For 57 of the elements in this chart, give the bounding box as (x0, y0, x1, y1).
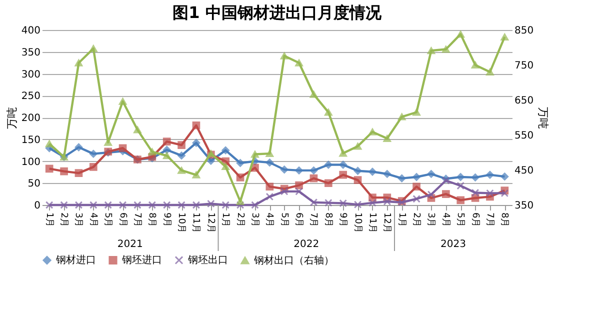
x-tick-label: 4月 (440, 212, 450, 228)
x-tick-label: 1月 (396, 212, 406, 228)
x-tick-label: 1月 (220, 212, 230, 228)
x-tick-label: 12月 (382, 212, 392, 233)
legend-label: 钢材出口（右轴） (253, 254, 334, 266)
y2-tick-label: 650 (514, 96, 534, 106)
legend-label: 钢材进口 (55, 254, 96, 266)
x-tick-label: 6月 (117, 212, 128, 228)
x-tick-label: 9月 (161, 212, 172, 228)
x-tick-label: 2月 (411, 212, 422, 228)
x-tick-label: 10月 (352, 212, 362, 233)
x-tick-label: 7月 (132, 212, 142, 228)
y2-tick-label: 350 (514, 200, 534, 212)
x-tick-label: 9月 (338, 212, 348, 228)
x-tick-label: 2月 (234, 212, 245, 228)
x-tick-label: 5月 (102, 212, 113, 228)
x-tick-label: 5月 (455, 212, 466, 228)
text: 2022 (294, 239, 320, 250)
x-tick-label: 8月 (499, 212, 510, 228)
x-tick-label: 4月 (88, 212, 98, 228)
y-tick-label: 50 (28, 178, 40, 190)
y-tick-label: 400 (21, 26, 40, 36)
y-tick-label: 350 (21, 47, 40, 58)
x-tick-label: 7月 (308, 212, 318, 228)
y-tick-label: 200 (21, 113, 40, 124)
x-tick-label: 8月 (322, 212, 333, 228)
legend-label: 钢坯进口 (121, 254, 162, 266)
text: 2023 (440, 239, 466, 250)
x-tick-label: 12月 (205, 212, 216, 233)
x-tick-label: 7月 (484, 212, 494, 228)
x-tick-label: 10月 (176, 212, 186, 233)
y2-axis-title: 万吨 (536, 107, 550, 129)
y-tick-label: 0 (34, 200, 40, 212)
x-tick-label: 11月 (190, 212, 201, 233)
y-tick-label: 150 (21, 134, 40, 146)
x-tick-label: 2月 (58, 212, 69, 228)
legend-label: 钢坯出口 (187, 254, 228, 266)
y-axis-title: 万吨 (5, 107, 18, 129)
text: 2021 (117, 239, 143, 250)
y2-tick-label: 450 (514, 166, 534, 176)
chart-title: 图1 中国钢材进出口月度情况 (172, 3, 382, 22)
y-tick-label: 100 (21, 156, 40, 168)
x-tick-label: 11月 (366, 212, 377, 233)
x-tick-label: 3月 (426, 212, 436, 228)
x-tick-label: 4月 (264, 212, 274, 228)
x-tick-label: 5月 (278, 212, 289, 228)
y2-tick-label: 750 (514, 60, 534, 72)
x-tick-label: 3月 (249, 212, 260, 228)
x-tick-label: 6月 (470, 212, 480, 228)
x-tick-label: 1月 (44, 212, 54, 228)
y2-tick-label: 550 (514, 130, 534, 142)
x-tick-label: 6月 (294, 212, 304, 228)
y2-tick-label: 850 (514, 26, 534, 36)
y-tick-label: 250 (21, 91, 40, 102)
x-tick-label: 8月 (146, 212, 157, 228)
y-tick-label: 300 (21, 69, 40, 80)
x-tick-label: 3月 (73, 212, 84, 228)
